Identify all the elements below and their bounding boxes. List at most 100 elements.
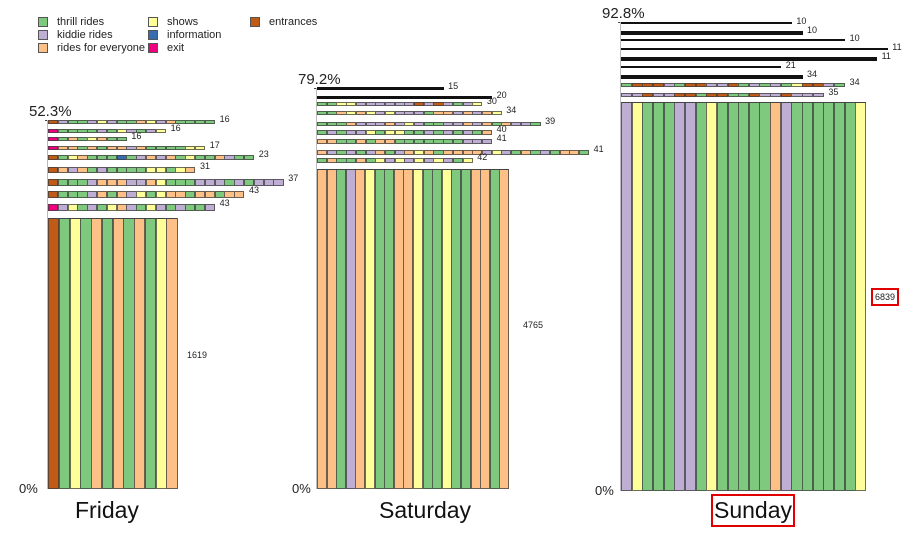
sunday-main-segment xyxy=(621,102,633,491)
friday-row-5-segment xyxy=(146,167,157,173)
saturday-row-7-segment xyxy=(443,150,454,155)
sunday-row-8-segment xyxy=(759,93,771,97)
sunday-row-1-segment xyxy=(748,31,760,35)
sunday-row-8-segment xyxy=(770,93,782,97)
saturday-row-3-segment xyxy=(365,111,376,115)
legend-label: thrill rides xyxy=(57,16,105,28)
friday-row-5-segment xyxy=(57,167,69,173)
sunday-row-8-segment xyxy=(780,93,792,97)
friday-row-4-segment xyxy=(214,155,225,160)
sunday-row-4-segment xyxy=(621,57,633,61)
sunday-row-0-segment xyxy=(631,22,643,24)
sunday-row-4-segment xyxy=(684,57,697,61)
sunday-row-4-segment xyxy=(748,57,760,61)
saturday-row-6-segment xyxy=(375,139,386,144)
friday-row-3-segment xyxy=(67,146,78,150)
sunday-row-4-segment xyxy=(727,57,739,61)
sunday-main-segment xyxy=(738,102,750,491)
friday-row-1-segment xyxy=(146,129,157,133)
friday-row-3-segment xyxy=(48,146,59,150)
sunday-main-segment xyxy=(684,102,697,491)
friday-row-8-segment xyxy=(165,204,176,211)
saturday-row-2-segment xyxy=(365,102,376,106)
sunday-row-8-segment xyxy=(727,93,739,97)
sunday-main-segment xyxy=(695,102,707,491)
saturday-row-5-segment xyxy=(384,130,396,135)
sunday-row-4-segment xyxy=(642,57,654,61)
sunday-row-3-segment xyxy=(663,48,675,50)
friday-row-4-segment xyxy=(136,155,147,160)
friday-row-1-segment xyxy=(126,129,137,133)
friday-row-3-segment xyxy=(97,146,108,150)
sunday-main-segment xyxy=(642,102,654,491)
friday-row-2-segment xyxy=(48,137,59,141)
friday-row-6-segment xyxy=(136,179,147,186)
sunday-row-4-segment xyxy=(695,57,707,61)
sunday-row-4-segment xyxy=(716,57,728,61)
sunday-row-4-segment xyxy=(823,57,835,61)
saturday-row-1-segment xyxy=(472,96,483,99)
friday-title: Friday xyxy=(75,497,139,523)
saturday-row-4-segment xyxy=(317,122,328,126)
sunday-row-3-segment xyxy=(738,48,750,50)
sunday-row-6-segment xyxy=(621,75,633,79)
saturday-row-8-segment xyxy=(433,158,444,163)
saturday-row-1-segment xyxy=(336,96,347,99)
sunday-row-2-segment xyxy=(823,39,835,41)
sunday-row-8-segment xyxy=(631,93,643,97)
friday-row-4-segment xyxy=(48,155,59,160)
legend-swatch xyxy=(38,30,48,40)
friday-row-0-segment xyxy=(67,120,78,124)
sunday-row-2-segment xyxy=(716,39,728,41)
sunday-row-7-segment xyxy=(684,83,697,87)
sunday-row-8-segment xyxy=(738,93,750,97)
sunday-row-value: 35 xyxy=(828,87,839,97)
saturday-row-7-segment xyxy=(336,150,347,155)
saturday-row-4-segment xyxy=(530,122,541,126)
saturday-row-1-segment xyxy=(317,96,328,99)
saturday-row-0-segment xyxy=(355,87,366,90)
saturday-row-3-segment xyxy=(375,111,386,115)
sunday-row-7-segment xyxy=(759,83,771,87)
sunday-row-1-segment xyxy=(791,31,803,35)
saturday-row-3-segment xyxy=(384,111,396,115)
friday-row-7-segment xyxy=(116,191,127,198)
friday-row-7-segment xyxy=(224,191,235,198)
friday-row-6-segment xyxy=(234,179,245,186)
friday-row-5-segment xyxy=(48,167,59,173)
friday-row-7-segment xyxy=(67,191,78,198)
sunday-row-3-segment xyxy=(876,48,888,50)
saturday-row-7-segment xyxy=(520,150,531,155)
sunday-row-2-segment xyxy=(706,39,718,41)
friday-row-4-segment xyxy=(106,155,118,160)
sunday-main-segment xyxy=(855,102,867,491)
saturday-row-7-segment xyxy=(346,150,357,155)
saturday-row-7-segment xyxy=(375,150,386,155)
saturday-row-3-segment xyxy=(326,111,337,115)
friday-row-5-segment xyxy=(67,167,78,173)
sunday-row-3-segment xyxy=(631,48,643,50)
sunday-row-5-segment xyxy=(642,66,654,68)
sunday-row-2-segment xyxy=(748,39,760,41)
sunday-row-1-segment xyxy=(631,31,643,35)
sunday-row-value: 11 xyxy=(892,42,902,52)
sunday-row-0-segment xyxy=(770,22,782,24)
saturday-row-8-segment xyxy=(394,158,405,163)
saturday-row-7-segment xyxy=(452,150,463,155)
sunday-main-segment xyxy=(791,102,803,491)
friday-row-7-segment xyxy=(214,191,225,198)
friday-row-5-segment xyxy=(185,167,196,173)
saturday-main-segment xyxy=(451,169,462,489)
saturday-row-4-segment xyxy=(472,122,483,126)
friday-main-segment xyxy=(69,218,81,489)
saturday-main-segment xyxy=(461,169,472,489)
friday-row-8-segment xyxy=(195,204,206,211)
saturday-main-top-line xyxy=(317,169,509,170)
saturday-row-2-segment xyxy=(404,102,415,106)
sunday-row-1-segment xyxy=(706,31,718,35)
friday-row-6-segment xyxy=(244,179,255,186)
sunday-row-4-segment xyxy=(631,57,643,61)
sunday-row-4-segment xyxy=(663,57,675,61)
sunday-row-8-segment xyxy=(674,93,686,97)
sunday-row-2-segment xyxy=(770,39,782,41)
